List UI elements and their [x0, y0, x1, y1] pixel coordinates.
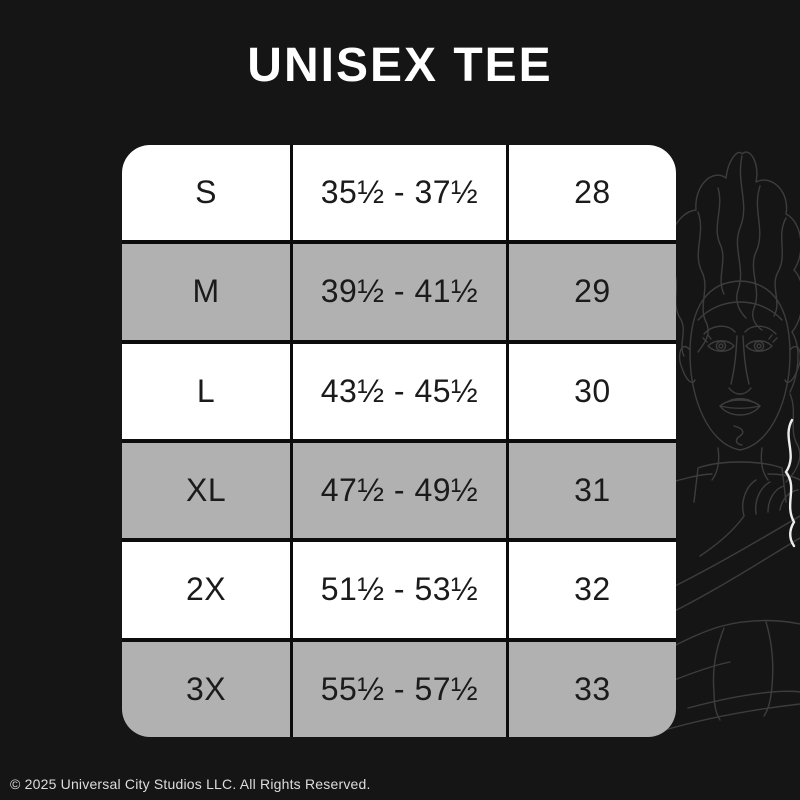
page-title: UNISEX TEE [247, 39, 553, 92]
length-cell: 29 [508, 244, 676, 340]
chest-cell: 43½ - 45½ [293, 343, 506, 439]
table-row: M 39½ - 41½ 29 [122, 244, 676, 340]
length-cell: 28 [508, 145, 676, 241]
length-cell: 32 [508, 542, 676, 638]
size-cell: M [122, 244, 291, 340]
table-row: 3X 55½ - 57½ 33 [122, 641, 676, 737]
length-cell: 31 [508, 443, 676, 539]
chest-cell: 39½ - 41½ [293, 244, 506, 340]
size-chart-table: S 35½ - 37½ 28 M 39½ - 41½ 29 L 43½ - 45… [122, 145, 676, 737]
length-cell: 33 [508, 641, 676, 737]
chest-cell: 55½ - 57½ [293, 641, 506, 737]
size-cell: 3X [122, 641, 291, 737]
table-row: L 43½ - 45½ 30 [122, 343, 676, 439]
length-cell: 30 [508, 343, 676, 439]
table-row: XL 47½ - 49½ 31 [122, 443, 676, 539]
size-cell: XL [122, 443, 291, 539]
chest-cell: 51½ - 53½ [293, 542, 506, 638]
chest-cell: 47½ - 49½ [293, 443, 506, 539]
size-cell: L [122, 343, 291, 439]
table-row: S 35½ - 37½ 28 [122, 145, 676, 241]
copyright-notice: © 2025 Universal City Studios LLC. All R… [10, 776, 371, 792]
size-cell: S [122, 145, 291, 241]
size-cell: 2X [122, 542, 291, 638]
table-row: 2X 51½ - 53½ 32 [122, 542, 676, 638]
chest-cell: 35½ - 37½ [293, 145, 506, 241]
